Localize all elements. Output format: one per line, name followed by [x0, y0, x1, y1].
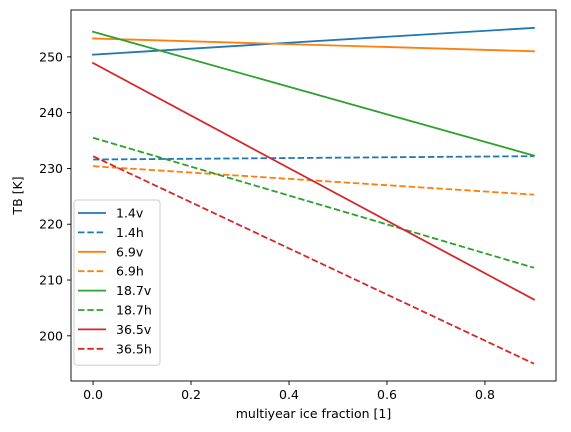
legend-entry-6.9h: 6.9h	[116, 264, 144, 279]
y-axis-label: TB [K]	[10, 176, 25, 215]
legend-entry-1.4v: 1.4v	[116, 206, 144, 221]
legend: 1.4v 1.4h 6.9v 6.9h 18.7v 18.7h 36.5v 36.5h	[73, 199, 161, 366]
y-tick-label: 230	[39, 161, 63, 176]
x-tick-label: 0.8	[475, 387, 495, 402]
legend-entry-6.9v: 6.9v	[116, 244, 144, 259]
y-tick-label: 210	[39, 273, 63, 288]
series-line-36.5h	[92, 155, 535, 365]
series-line-1.4v	[92, 26, 535, 56]
legend-entry-36.5h: 36.5h	[116, 341, 152, 356]
series-line-6.9h	[92, 165, 535, 196]
axes-frame	[70, 9, 557, 382]
series-line-18.7v	[91, 30, 536, 157]
x-tick-label: 0.4	[279, 387, 299, 402]
axes: 0.0 0.2 0.4 0.6 0.8 200 210 220 230 240 250	[39, 9, 557, 402]
plot-area	[91, 26, 536, 365]
legend-box	[73, 199, 161, 366]
y-tick-label: 250	[39, 49, 63, 64]
y-tick-label: 200	[39, 328, 63, 343]
y-tick-label: 240	[39, 105, 63, 120]
series-line-6.9v	[92, 37, 535, 53]
legend-entry-1.4h: 1.4h	[116, 225, 144, 240]
x-tick-label: 0.6	[377, 387, 397, 402]
x-axis-label: multiyear ice fraction [1]	[236, 406, 392, 421]
legend-entry-18.7v: 18.7v	[116, 283, 152, 298]
series-line-1.4h	[93, 155, 534, 161]
x-tick-label: 0.0	[83, 387, 103, 402]
legend-entry-18.7h: 18.7h	[116, 303, 152, 318]
legend-entry-36.5v: 36.5v	[116, 322, 152, 337]
x-tick-label: 0.2	[181, 387, 201, 402]
series-line-36.5v	[91, 61, 536, 301]
series-line-18.7h	[92, 136, 535, 269]
y-tick-label: 220	[39, 217, 63, 232]
